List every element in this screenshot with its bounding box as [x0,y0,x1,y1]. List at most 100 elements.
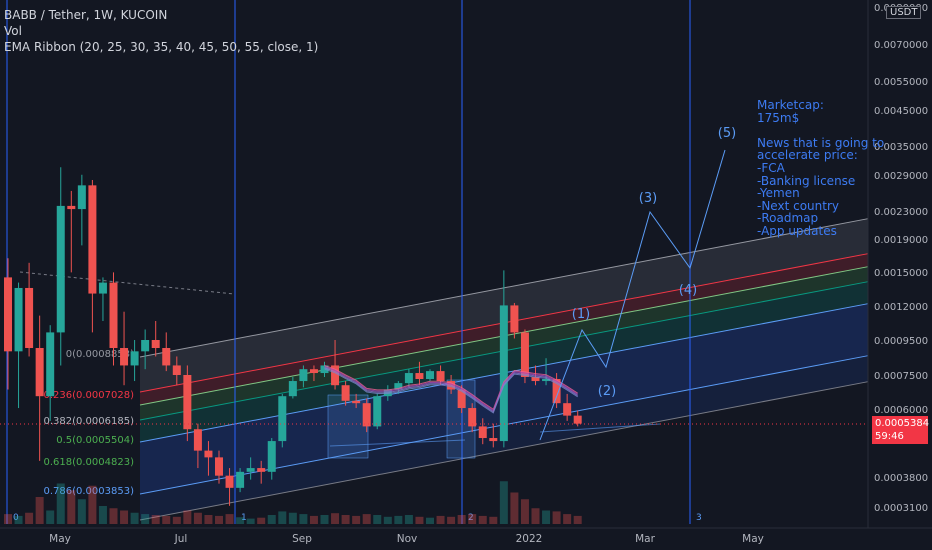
volume-bar [151,515,160,524]
fib-channel-line [139,381,869,521]
volume-bar [35,497,44,524]
candle-body [542,379,551,382]
price-axis-tick: 0.0015000 [874,268,928,279]
candle-body [141,340,150,352]
volume-bar [415,516,424,524]
time-axis-label: Sep [292,533,312,545]
candle-body [373,396,382,427]
volume-bar [404,515,413,524]
time-axis-label: Jul [174,533,188,545]
price-axis-tick: 0.0003800 [874,473,928,484]
candle-body [4,277,12,352]
volume-bar [267,515,276,524]
price-axis-tick: 0.0070000 [874,40,928,51]
candle-body [98,282,107,294]
volume-bar [109,508,118,524]
fib-level-label: 0(0.0008853) [66,349,134,360]
candle-body [215,457,223,476]
price-axis-tick: 0.0045000 [874,106,928,117]
volume-bar [162,515,171,524]
vertical-marker-label: 3 [696,513,702,523]
volume-bar [352,515,361,524]
candle-body [288,381,297,397]
volume-bar [25,512,34,524]
volume-bar [130,512,139,524]
candle-body [362,403,371,427]
volume-bar [331,513,340,524]
time-axis-label: May [742,533,764,545]
note-line: -Next country [757,198,839,213]
volume-bar [299,514,308,524]
time-axis-label: Mar [635,533,655,545]
candle-body [489,438,498,442]
note-line: -Roadmap [757,211,819,226]
candle-body [278,396,287,442]
note-line: 175m$ [757,110,800,125]
candle-body [341,385,350,401]
time-axis-label: 2022 [516,533,543,545]
candle-body [162,348,171,366]
candle-body [457,389,466,409]
volume-bar [320,515,329,524]
candle-body [25,287,34,349]
price-axis-tick: 0.0023000 [874,207,928,218]
candle-body [309,369,318,374]
volume-bar [362,514,371,524]
fib-level-label: 0.236(0.0007028) [43,390,134,401]
volume-bar [373,515,382,524]
candle-body [46,332,55,397]
fib-level-label: 0.382(0.0006185) [43,416,134,427]
volume-bar [4,514,12,524]
candle-body [35,348,44,397]
symbol-title[interactable]: BABB / Tether, 1W, KUCOIN [4,8,168,22]
candle-body [67,205,76,210]
candle-body [246,468,255,472]
current-price-label: 0.0005384 59:46 [872,416,930,444]
candle-body [299,369,308,382]
price-axis-tick: 0.0006000 [874,405,928,416]
note-line: accelerate price: [757,148,858,163]
volume-bar [457,515,466,524]
current-price-value: 0.0005384 [875,418,930,429]
volume-bar [499,481,508,524]
volume-indicator-label[interactable]: Vol [4,24,22,38]
volume-bar [573,515,582,524]
price-axis-tick: 0.0055000 [874,77,928,88]
support-trendline [539,423,661,433]
wave-label: (2) [598,384,616,399]
candle-body [404,373,413,384]
note-line: -App updates [757,223,837,238]
candle-body [415,373,424,380]
candle-body [120,348,129,366]
volume-bar [183,510,192,524]
volume-bar [246,518,255,524]
highlight-box [327,394,369,459]
note-line [757,124,884,137]
candle-body [172,365,181,375]
price-axis-tick: 0.0035000 [874,142,928,153]
time-axis-label: May [49,533,71,545]
volume-bar [204,515,213,524]
candle-body [56,205,65,333]
volume-bar [510,492,519,524]
candle-body [552,379,561,404]
candle-body [331,365,340,386]
volume-bar [426,517,434,524]
candle-body [394,383,403,390]
volume-bar [288,512,297,524]
volume-bar [67,490,76,524]
note-line: Marketcap: [757,98,824,112]
currency-badge[interactable]: USDT [886,6,922,19]
price-axis-tick: 0.0009500 [874,336,928,347]
marketcap-note: Marketcap: 175m$ News that is going to a… [757,99,884,238]
volume-bar [383,516,392,524]
volume-bar [563,514,572,524]
price-axis-tick: 0.0012000 [874,302,928,313]
candle-body [236,471,245,488]
volume-bar [88,485,97,524]
volume-bar [193,512,202,524]
volume-bar [552,511,561,524]
candle-body [478,426,487,439]
ema-ribbon-label[interactable]: EMA Ribbon (20, 25, 30, 35, 40, 45, 50, … [4,40,319,54]
